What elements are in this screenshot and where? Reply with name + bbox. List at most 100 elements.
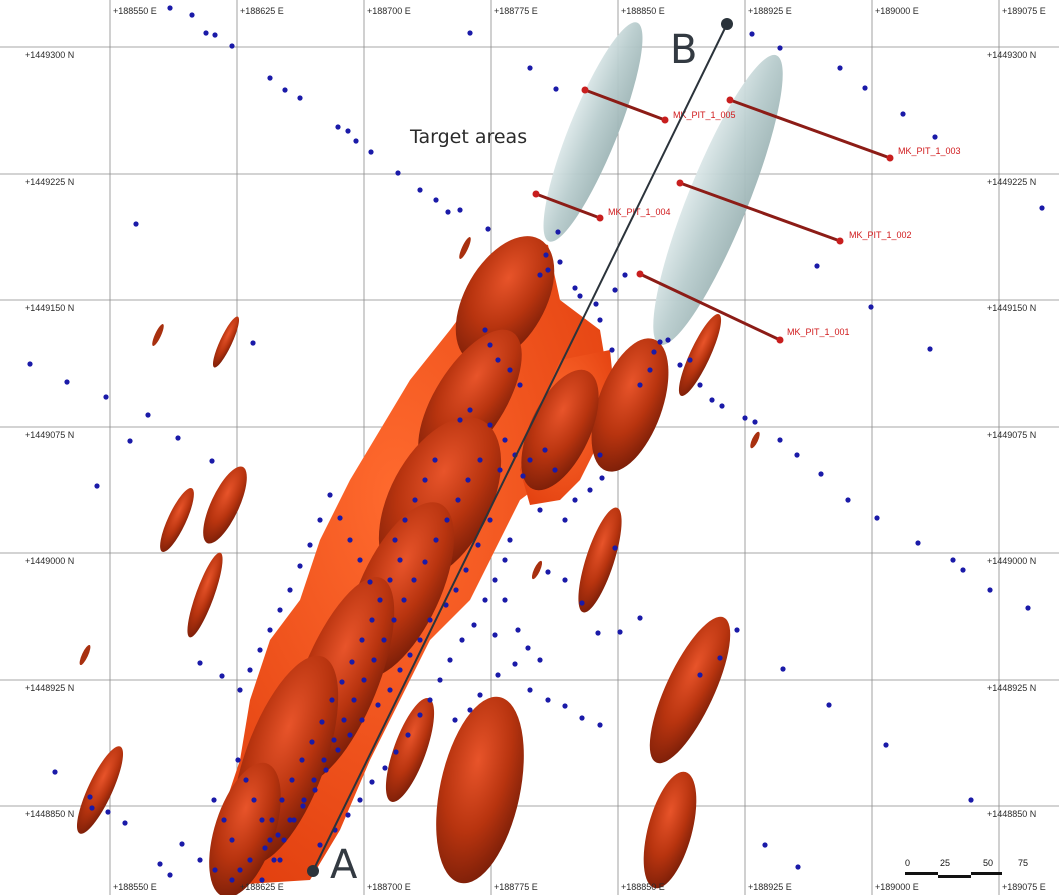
drillhole-collar — [337, 515, 343, 521]
drillhole-collar — [145, 412, 151, 418]
northing-labels-left: +1449300 N +1449225 N +1449150 N +144907… — [25, 50, 74, 819]
drillhole-collar — [814, 263, 820, 269]
drillhole-collar — [271, 857, 277, 863]
drillhole-collar — [375, 702, 381, 708]
drillhole-collar — [353, 138, 359, 144]
drillhole-collar — [752, 419, 758, 425]
drillhole-collar — [339, 679, 345, 685]
drillhole-collars — [27, 5, 1045, 883]
drillhole-collar — [572, 497, 578, 503]
drillhole-collar — [297, 95, 303, 101]
drillhole-collar — [237, 687, 243, 693]
drillhole-collar — [219, 673, 225, 679]
drillhole-collar — [795, 864, 801, 870]
drillhole-collar — [647, 367, 653, 373]
drillhole-collar — [587, 487, 593, 493]
target-areas — [543, 22, 783, 346]
drillhole-collar — [552, 467, 558, 473]
drillhole-collar — [381, 637, 387, 643]
easting-label: +188700 E — [367, 882, 411, 892]
easting-label: +188925 E — [748, 882, 792, 892]
drillhole-collar — [167, 5, 173, 11]
drillhole-collar — [432, 457, 438, 463]
drillhole-collar — [665, 337, 671, 343]
drillhole-collar — [87, 794, 93, 800]
drillhole-collar — [417, 637, 423, 643]
scale-bar: 0 25 50 75 — [905, 858, 1028, 878]
drillhole-collar — [212, 32, 218, 38]
drillhole-collar — [780, 666, 786, 672]
drillhole-collar — [512, 661, 518, 667]
drillhole-collar — [368, 149, 374, 155]
orebody-lens — [203, 466, 247, 544]
drillhole-collar — [197, 857, 203, 863]
drillhole-collar — [312, 787, 318, 793]
drillhole-collar — [555, 229, 561, 235]
drillhole-collar — [520, 473, 526, 479]
drillhole-collar — [537, 507, 543, 513]
drillhole-collar — [197, 660, 203, 666]
drillhole-collar — [487, 422, 493, 428]
drillhole-collar — [597, 317, 603, 323]
drillhole-collar — [297, 563, 303, 569]
orebody-lens — [79, 644, 91, 666]
northing-label: +1449075 N — [25, 430, 74, 440]
drillhole-collar — [267, 75, 273, 81]
drillhole-collar — [357, 557, 363, 563]
drillhole-collar — [422, 477, 428, 483]
scale-label: 25 — [940, 858, 950, 868]
drillhole-collar — [507, 537, 513, 543]
drillhole-collar — [311, 777, 317, 783]
northing-labels-right: +1449300 N +1449225 N +1449150 N +144907… — [987, 50, 1036, 819]
drillhole-collar — [229, 877, 235, 883]
drillhole-collar — [237, 867, 243, 873]
drillhole-collar — [459, 637, 465, 643]
drillhole-collar — [335, 747, 341, 753]
orebody-lens — [152, 324, 164, 346]
orebody-lens — [209, 762, 281, 895]
northing-label: +1449300 N — [25, 50, 74, 60]
drillhole-collar — [282, 87, 288, 93]
drillhole-collar — [457, 417, 463, 423]
drillhole-collar — [401, 597, 407, 603]
drillhole-collar — [229, 43, 235, 49]
drillhole-collar — [487, 517, 493, 523]
drillhole-collar — [502, 437, 508, 443]
drillhole-collar — [437, 677, 443, 683]
drillhole-collar — [837, 65, 843, 71]
drillhole-collar — [874, 515, 880, 521]
northing-label: +1448925 N — [987, 683, 1036, 693]
drillhole-collar — [612, 545, 618, 551]
section-start-marker — [307, 865, 319, 877]
drillhole-collar — [477, 457, 483, 463]
drillhole-collar — [492, 577, 498, 583]
drillhole-collar — [397, 667, 403, 673]
orebody-lens — [212, 316, 240, 368]
drillhole-collar — [103, 394, 109, 400]
section-end-label: B — [670, 27, 697, 73]
scale-label: 75 — [1018, 858, 1028, 868]
drillhole-collar — [417, 712, 423, 718]
hole-label: MK_PIT_1_003 — [898, 146, 961, 156]
drillhole-collar — [950, 557, 956, 563]
drillhole-collar — [405, 732, 411, 738]
drillhole-collar — [960, 567, 966, 573]
drillhole-collar — [262, 845, 268, 851]
orebody-lens — [578, 507, 622, 613]
drillhole-collar — [467, 707, 473, 713]
drillhole-collar — [105, 809, 111, 815]
drillhole-collar — [327, 492, 333, 498]
northing-label: +1449225 N — [25, 177, 74, 187]
planned-hole-002: MK_PIT_1_002 — [676, 179, 912, 245]
section-line: A B — [307, 18, 733, 888]
drillhole-collar — [299, 757, 305, 763]
drillhole-collar — [657, 339, 663, 345]
drillhole-collar — [447, 657, 453, 663]
drillhole-collar — [279, 797, 285, 803]
drillhole-collar — [351, 697, 357, 703]
target-area — [543, 22, 643, 242]
drillhole-collar — [369, 617, 375, 623]
drillhole-collar — [391, 617, 397, 623]
orebody-lens — [678, 313, 722, 397]
northing-label: +1448850 N — [25, 809, 74, 819]
